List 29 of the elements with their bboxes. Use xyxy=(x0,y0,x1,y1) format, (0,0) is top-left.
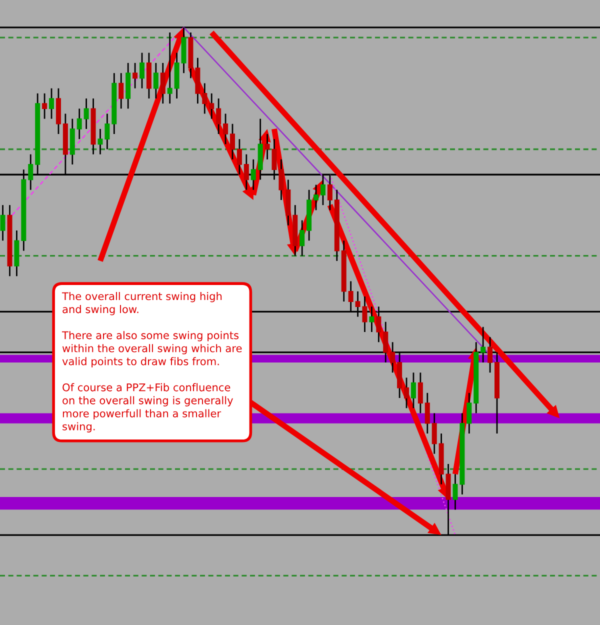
candlestick xyxy=(139,52,145,90)
candlestick xyxy=(314,184,319,211)
candlestick xyxy=(410,372,416,409)
candlestick xyxy=(223,113,228,145)
candlestick xyxy=(104,113,110,150)
candlestick xyxy=(84,98,89,130)
candlestick xyxy=(452,473,458,510)
candlestick xyxy=(0,204,6,242)
candlestick xyxy=(230,123,235,160)
candlestick xyxy=(132,62,138,90)
candlestick xyxy=(42,92,48,120)
candlestick xyxy=(216,98,222,135)
candlestick xyxy=(264,133,270,160)
candlestick xyxy=(202,82,208,114)
candlestick xyxy=(424,392,430,434)
candlestick xyxy=(432,412,437,455)
candlestick xyxy=(167,32,172,104)
text: The overall current swing high and swing low. There are also some swing points within the overall swing which are valid points to draw fibs from. Of course a PPZ+Fib confluence on the overall swing is generally more powerfull than a smaller swing. xyxy=(62,292,242,432)
candlestick xyxy=(153,62,158,100)
candlestick xyxy=(418,372,423,414)
candlestick xyxy=(466,392,472,434)
candlestick xyxy=(300,220,305,257)
candlestick xyxy=(160,62,166,104)
candlestick xyxy=(98,128,103,156)
candlestick xyxy=(209,92,214,120)
candlestick xyxy=(76,108,82,140)
candlestick xyxy=(118,72,124,110)
candlestick xyxy=(49,88,54,120)
candlestick xyxy=(404,376,410,409)
